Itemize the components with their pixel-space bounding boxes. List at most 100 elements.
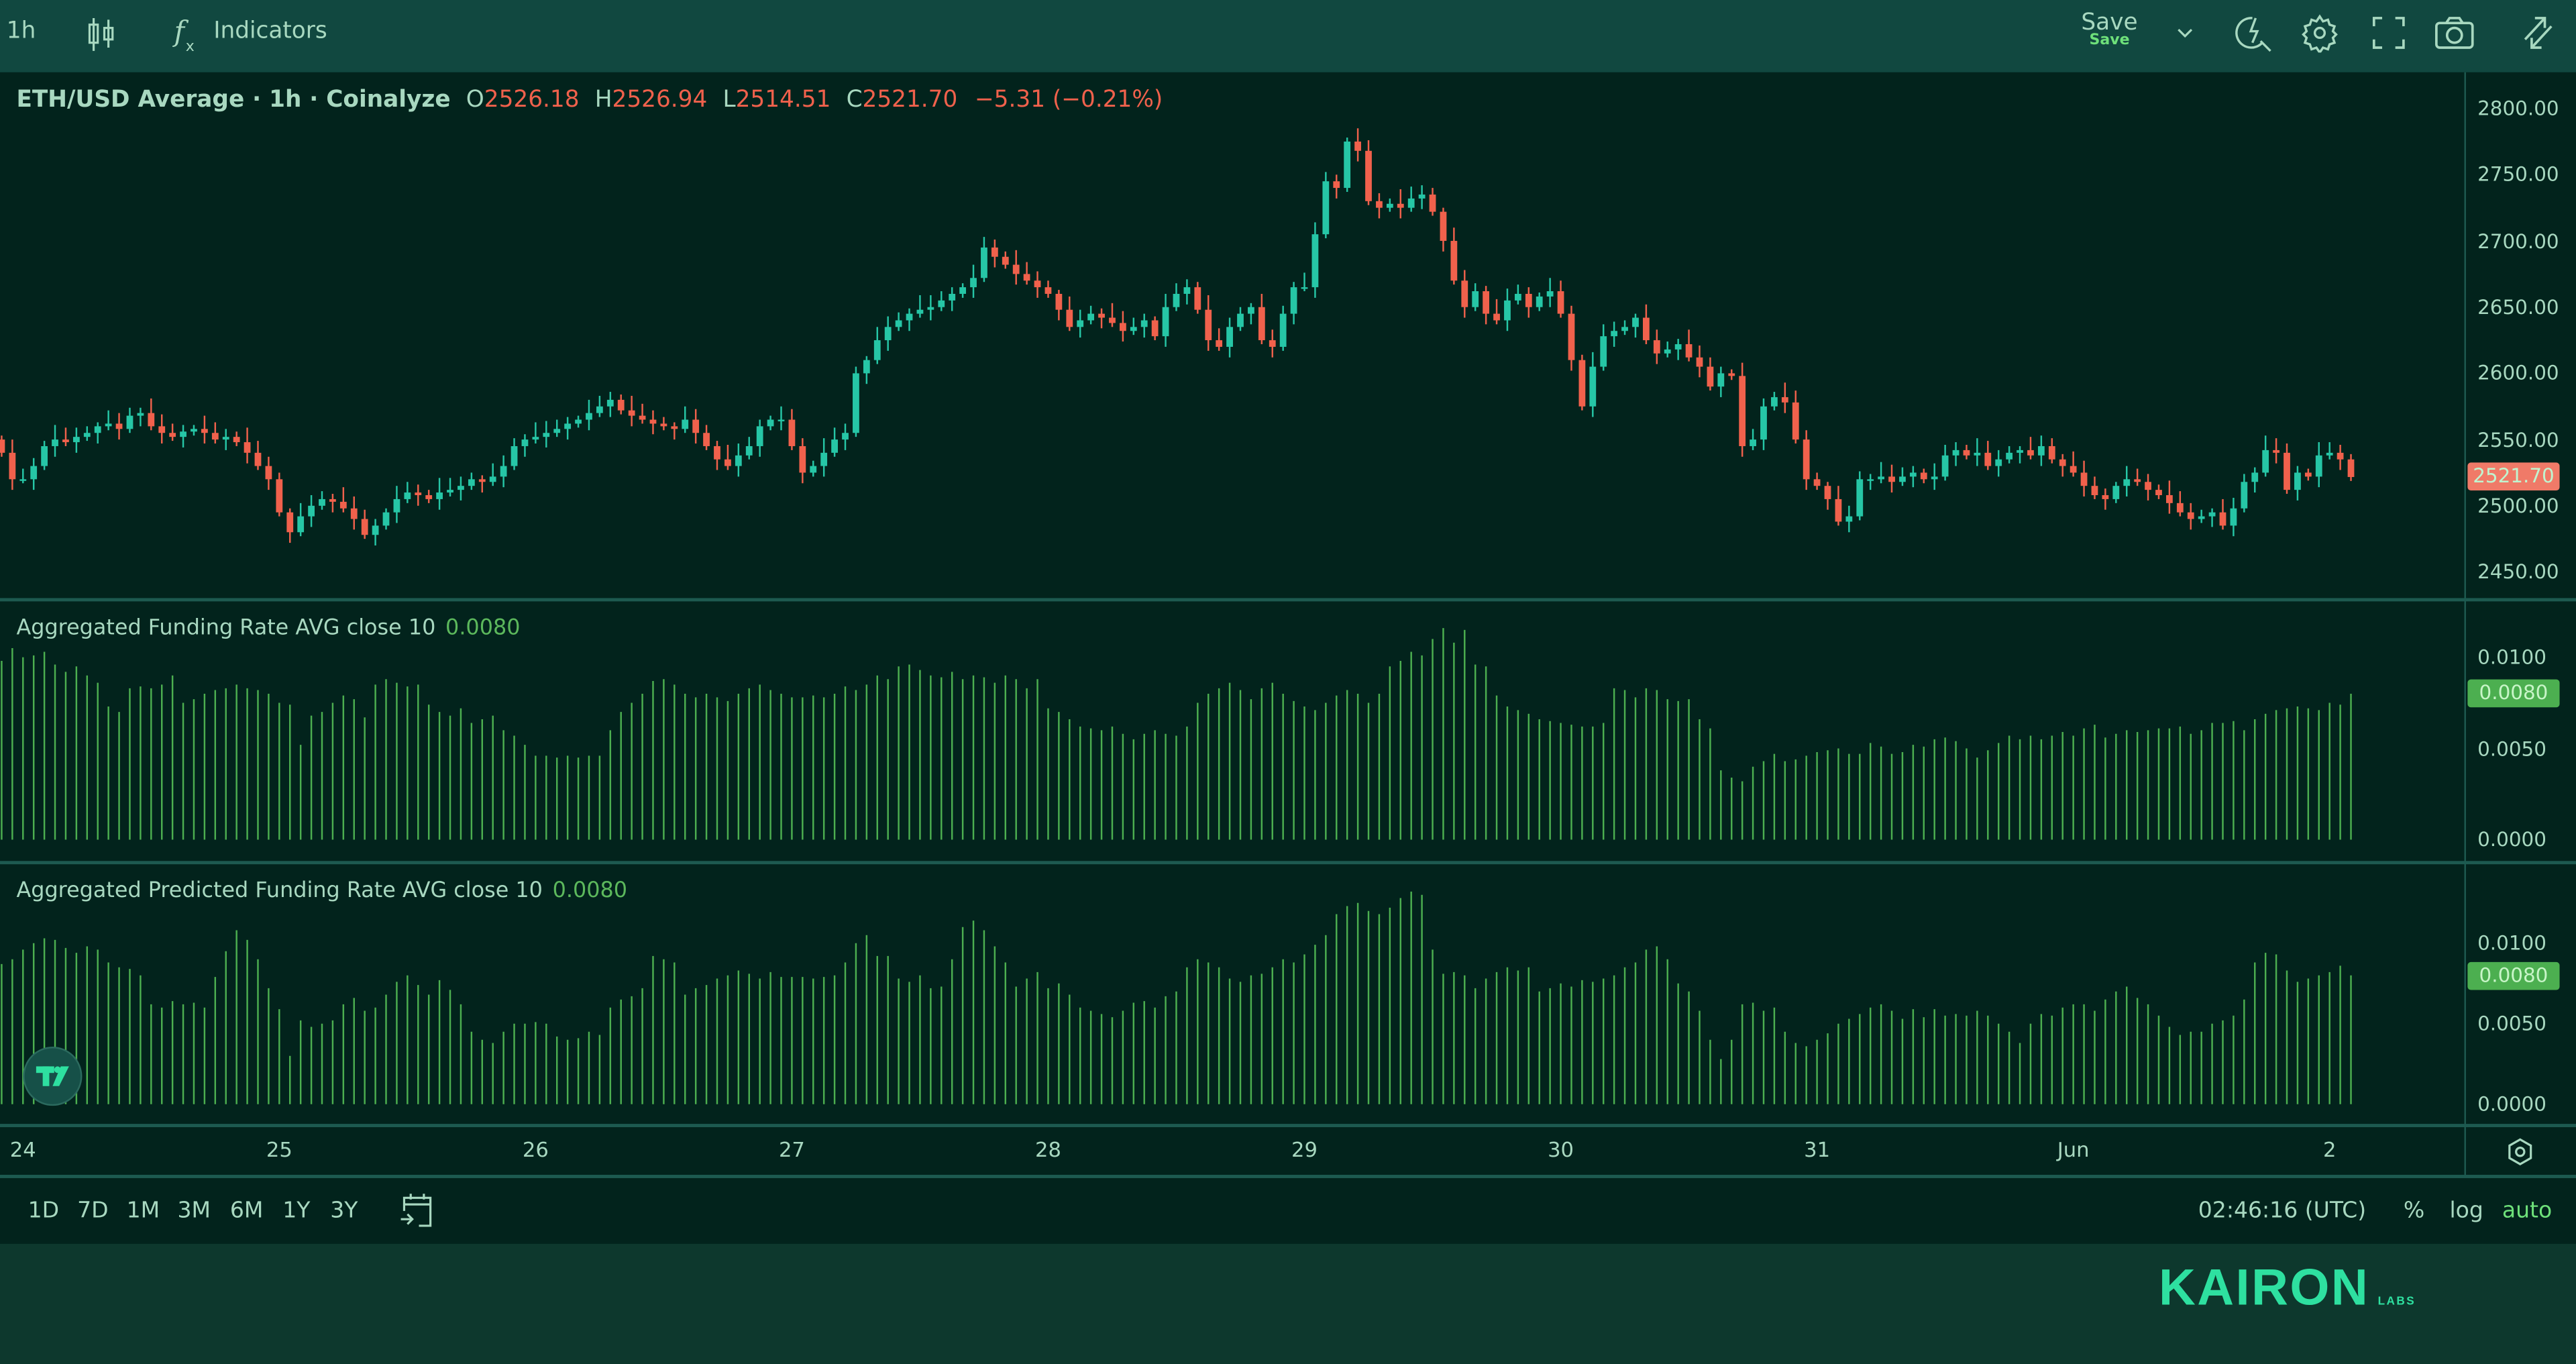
- candle-body: [1504, 300, 1511, 321]
- candle-body: [735, 455, 742, 466]
- candle-body: [500, 466, 507, 477]
- chart-settings-icon[interactable]: [2506, 1137, 2535, 1167]
- clock-utc[interactable]: 02:46:16 (UTC): [2198, 1198, 2367, 1224]
- funding-tick: 0.0100: [2477, 645, 2546, 669]
- candle-body: [1173, 293, 1180, 307]
- candle-body: [254, 452, 262, 466]
- candle-body: [265, 466, 272, 480]
- high-key: H: [594, 87, 612, 113]
- predicted-title[interactable]: Aggregated Predicted Funding Rate AVG cl…: [16, 879, 543, 904]
- range-6m[interactable]: 6M: [229, 1198, 264, 1224]
- calendar-goto-icon[interactable]: [399, 1192, 435, 1231]
- alert-search-icon[interactable]: [2233, 13, 2275, 56]
- save-button[interactable]: Save Save: [2074, 10, 2146, 50]
- candle-body: [489, 476, 496, 482]
- candle-body: [2123, 479, 2131, 486]
- candle-body: [2006, 452, 2013, 460]
- candle-body: [1984, 452, 1992, 466]
- candle-body: [1183, 287, 1191, 294]
- last-price-badge: 2521.70: [2467, 463, 2560, 491]
- range-1d[interactable]: 1D: [28, 1198, 60, 1224]
- candle-body: [1397, 203, 1404, 208]
- candle-body: [692, 419, 700, 433]
- tradingview-logo[interactable]: [23, 1047, 83, 1106]
- candle-body: [863, 360, 870, 374]
- range-1m[interactable]: 1M: [126, 1198, 160, 1224]
- interval-button[interactable]: 1h: [6, 17, 36, 45]
- candle-body: [1643, 317, 1650, 341]
- candle-body: [1483, 291, 1490, 314]
- price-tick: 2450.00: [2477, 560, 2559, 584]
- time-tick: 29: [1291, 1137, 1318, 1162]
- brand-name: KAIRON: [2158, 1258, 2370, 1316]
- candle-body: [126, 415, 133, 429]
- candle-body: [682, 419, 689, 429]
- predicted-tick: 0.0050: [2477, 1012, 2546, 1035]
- symbol-title[interactable]: ETH/USD Average · 1h · Coinalyze: [16, 87, 451, 113]
- log-toggle[interactable]: log: [2449, 1198, 2483, 1224]
- candle-body: [2176, 503, 2184, 513]
- swap-arrows-icon[interactable]: [2518, 13, 2558, 53]
- candle-body: [105, 423, 112, 427]
- candle-body: [1429, 194, 1436, 212]
- candles-icon[interactable]: [85, 15, 118, 54]
- auto-toggle[interactable]: auto: [2502, 1198, 2553, 1224]
- candle-body: [970, 278, 977, 288]
- candle-body: [660, 423, 667, 427]
- candle-body: [1376, 201, 1383, 208]
- candle-body: [308, 505, 315, 517]
- low-value: 2514.51: [735, 87, 831, 113]
- candle-body: [959, 287, 967, 294]
- candle-body: [1258, 307, 1265, 341]
- candle-body: [404, 492, 411, 499]
- time-tick: 25: [266, 1137, 292, 1162]
- candle-body: [1739, 376, 1746, 446]
- gear-icon[interactable]: [2300, 13, 2340, 53]
- candle-body: [1674, 344, 1682, 350]
- candle-body: [1771, 397, 1778, 407]
- pane-divider[interactable]: [0, 598, 2576, 602]
- camera-icon[interactable]: [2433, 15, 2476, 51]
- candle-body: [1792, 402, 1799, 440]
- candle-body: [745, 445, 753, 456]
- pane-divider[interactable]: [0, 861, 2576, 865]
- time-tick: 2: [2322, 1137, 2337, 1162]
- candle-body: [1216, 340, 1223, 347]
- candle-body: [2251, 472, 2259, 482]
- candle-body: [949, 293, 956, 301]
- candle-body: [2017, 450, 2023, 453]
- candle-body: [458, 486, 464, 490]
- candle-body: [1333, 181, 1340, 189]
- candle-body: [94, 426, 101, 433]
- candle-body: [2315, 455, 2322, 477]
- funding-pane-title: Aggregated Funding Rate AVG close 10 0.00…: [16, 616, 520, 641]
- range-7d[interactable]: 7D: [77, 1198, 109, 1224]
- funding-tick: 0.0000: [2477, 828, 2546, 851]
- candle-body: [1867, 479, 1874, 481]
- range-3y[interactable]: 3Y: [330, 1198, 358, 1224]
- candle-body: [1696, 357, 1703, 367]
- candle-body: [1760, 406, 1767, 440]
- candle-body: [596, 406, 603, 413]
- candle-body: [2337, 452, 2344, 460]
- chart-plot[interactable]: [0, 0, 2464, 1364]
- time-tick: 26: [522, 1137, 549, 1162]
- candle-body: [1878, 476, 1885, 480]
- fullscreen-icon[interactable]: [2371, 15, 2407, 51]
- range-3m[interactable]: 3M: [177, 1198, 211, 1224]
- fx-icon[interactable]: f x: [171, 13, 201, 56]
- close-value: 2521.70: [862, 87, 958, 113]
- candle-body: [543, 433, 550, 437]
- funding-title[interactable]: Aggregated Funding Rate AVG close 10: [16, 616, 436, 641]
- time-tick: Jun: [2057, 1137, 2090, 1162]
- candle-body: [1931, 476, 1938, 480]
- candle-body: [617, 399, 625, 411]
- open-key: O: [466, 87, 484, 113]
- chevron-down-icon[interactable]: [2175, 23, 2194, 42]
- percent-toggle[interactable]: %: [2403, 1198, 2425, 1224]
- indicators-button[interactable]: Indicators: [213, 17, 327, 45]
- candle-body: [1311, 234, 1319, 288]
- candle-body: [1707, 366, 1714, 387]
- candle-body: [137, 413, 144, 416]
- range-1y[interactable]: 1Y: [282, 1198, 311, 1224]
